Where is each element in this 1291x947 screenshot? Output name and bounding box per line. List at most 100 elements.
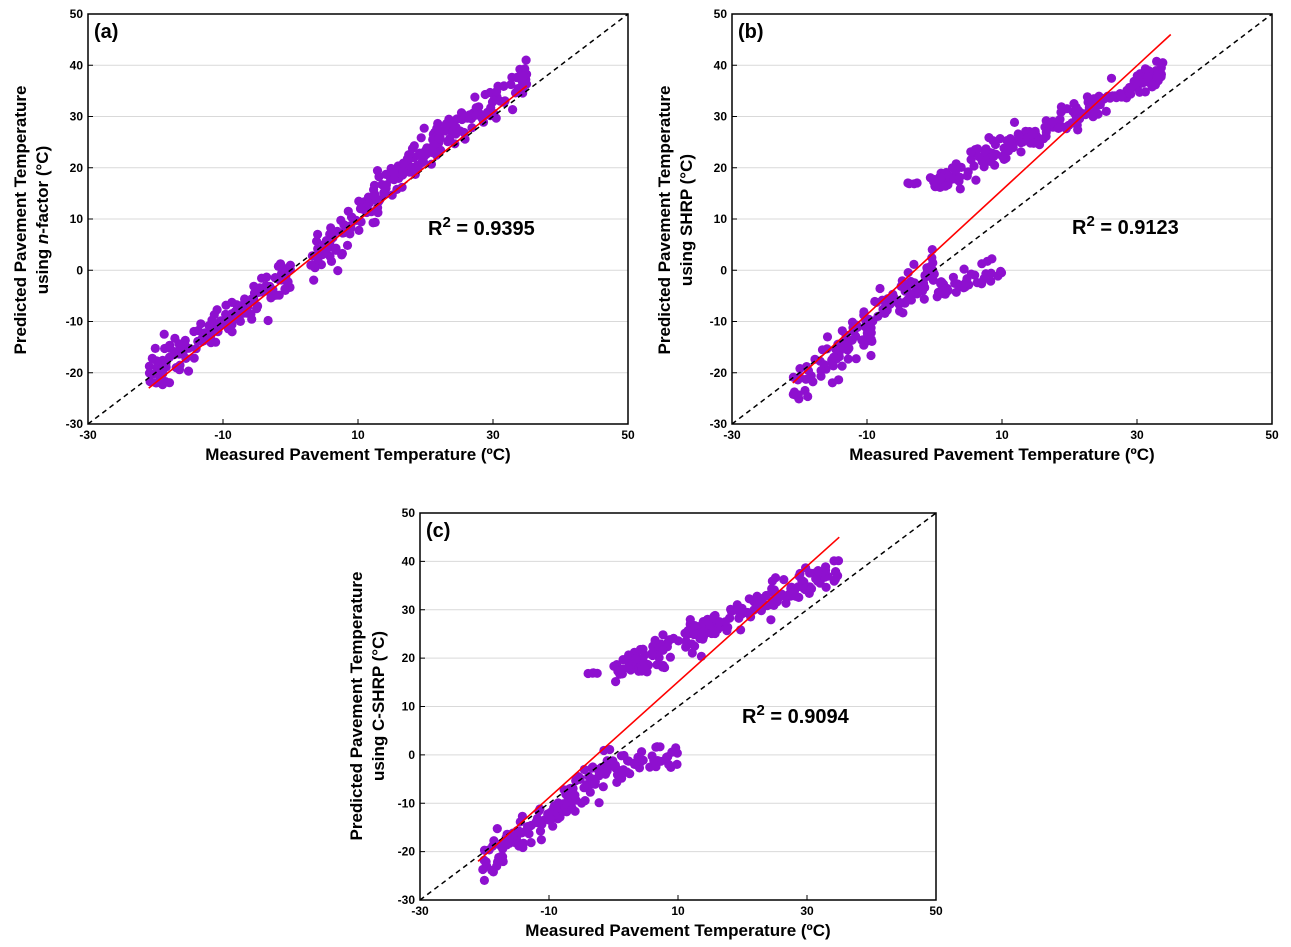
data-point [927,245,937,255]
y-tick-label: -30 [710,417,728,431]
data-point [929,174,939,185]
data-point [720,617,731,627]
data-point [851,354,861,364]
data-point [1027,129,1037,140]
data-point [665,635,675,645]
data-point [834,375,844,385]
y-tick-label: -20 [398,845,416,859]
data-point [690,641,700,651]
data-point [499,81,509,91]
data-point [743,607,753,618]
data-point [1138,78,1148,88]
y-tick-label: 20 [70,161,84,175]
panel-label: (c) [426,520,450,542]
data-point [609,661,619,671]
data-point [594,798,604,808]
data-point [274,290,284,300]
data-point [467,123,477,133]
y-tick-label: -20 [66,366,84,380]
data-point [370,191,380,201]
data-point [306,260,316,270]
x-tick-label: 50 [621,428,635,442]
data-point [312,236,322,246]
chart-panel-c: -30 -20 -10 0 10 20 30 40 50 -30 -10 10 30 50 Measured… [347,506,943,940]
data-point [665,652,676,662]
data-point [629,759,640,770]
data-point [150,343,160,353]
data-point [1041,127,1051,137]
data-point [1003,146,1014,156]
y-tick-label: -30 [398,893,416,907]
data-point [559,785,569,795]
data-point [635,644,646,655]
data-point [906,276,916,287]
data-point [246,309,256,319]
data-point [212,305,222,315]
regression-line [477,536,840,862]
data-point [813,566,823,576]
data-point [922,263,932,273]
data-point [1071,105,1081,115]
data-point [492,824,502,834]
data-point [909,259,919,269]
x-tick-label: -10 [214,428,232,442]
data-point [553,798,563,808]
data-point [655,742,665,752]
y-tick-label: -20 [710,366,728,380]
data-point [956,162,966,172]
data-point [1116,92,1127,102]
data-point [205,332,216,342]
data-point [333,266,343,276]
data-point [633,752,643,763]
data-point [164,378,175,388]
data-point [1101,106,1111,116]
data-point [650,635,660,645]
data-point [808,377,818,387]
data-point [637,665,647,675]
data-point [1055,114,1065,124]
y-tick-label: 0 [408,748,415,762]
chart-panel-b: -30 -20 -10 0 10 20 30 40 50 -30 -10 10 30 50 Measured… [655,7,1279,464]
y-tick-label: -10 [66,315,84,329]
data-point [810,354,820,364]
data-point [947,163,958,173]
data-point [452,114,462,124]
y-tick-label: 10 [402,700,416,714]
data-point [622,767,632,777]
data-point [955,172,965,182]
data-point [227,327,237,337]
y-tick-label: 40 [402,554,416,568]
data-point [963,167,973,177]
data-point [159,329,169,339]
y-tick-label: 0 [76,263,83,277]
y-axis-label-line1: Predicted Pavement Temperature [347,572,366,841]
scatter-points [788,56,1168,404]
data-point [767,584,777,594]
data-point [354,225,364,235]
data-point [504,835,514,845]
data-point [616,751,627,761]
data-point [623,756,633,766]
data-point [521,55,531,65]
y-axis-label-line2: using n-factor (°C) [33,146,52,294]
regression-line [148,85,528,389]
data-point [283,277,293,287]
data-point [781,598,791,608]
data-point [175,341,185,352]
data-point [800,385,810,396]
data-point [1140,87,1150,97]
x-axis-label: Measured Pavement Temperature (ºC) [205,445,510,464]
data-point [309,275,319,285]
data-point [520,827,530,837]
data-point [648,650,658,661]
data-point [913,283,923,293]
data-point [471,110,481,120]
x-axis-label: Measured Pavement Temperature (ºC) [849,445,1154,464]
data-point [326,223,336,233]
data-point [355,204,366,214]
y-axis-label-line2: using C-SHRP (°C) [369,631,388,781]
data-point [837,326,847,336]
data-point [788,389,798,399]
y-tick-label: 50 [714,7,728,21]
data-point [536,835,547,845]
